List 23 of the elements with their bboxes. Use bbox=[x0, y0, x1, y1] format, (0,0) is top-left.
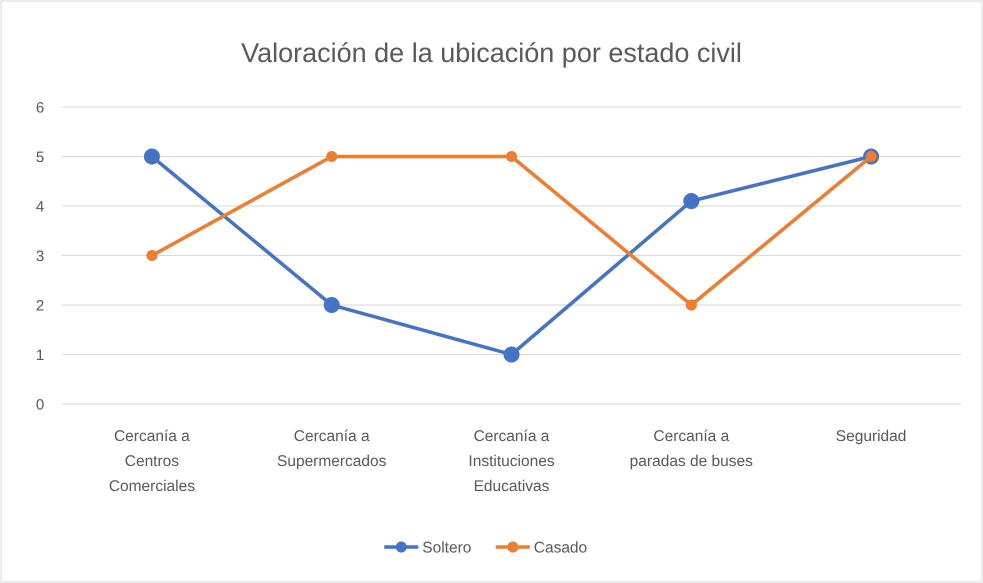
point bbox=[506, 151, 517, 162]
y-tick-label: 3 bbox=[36, 248, 44, 265]
y-tick-label: 5 bbox=[36, 148, 44, 166]
legend-label: Casado bbox=[534, 539, 588, 556]
point bbox=[686, 300, 697, 310]
point bbox=[683, 193, 700, 210]
x-tick-label: Cercanía a Centros Comerciales bbox=[108, 428, 196, 495]
y-tick-label: 4 bbox=[36, 198, 44, 216]
y-tick-label: 6 bbox=[36, 99, 44, 116]
y-tick-label: 2 bbox=[36, 297, 44, 314]
point bbox=[146, 250, 158, 261]
x-tick-label: Seguridad bbox=[836, 428, 906, 445]
y-tick-label: 0 bbox=[36, 396, 44, 414]
y-tick-label: 1 bbox=[36, 346, 44, 364]
point bbox=[324, 297, 340, 313]
x-tick-label: Cercanía a Supermercados bbox=[276, 428, 387, 470]
point bbox=[326, 151, 338, 162]
x-tick-label: Cercanía a paradas de buses bbox=[630, 428, 754, 470]
legend-label: Soltero bbox=[422, 539, 472, 556]
point bbox=[504, 346, 520, 362]
chart-title: Valoración de la ubicación por estado civil bbox=[241, 38, 742, 68]
x-tick-label: Cercanía a Instituciones Educativas bbox=[468, 428, 555, 495]
point bbox=[144, 148, 160, 164]
